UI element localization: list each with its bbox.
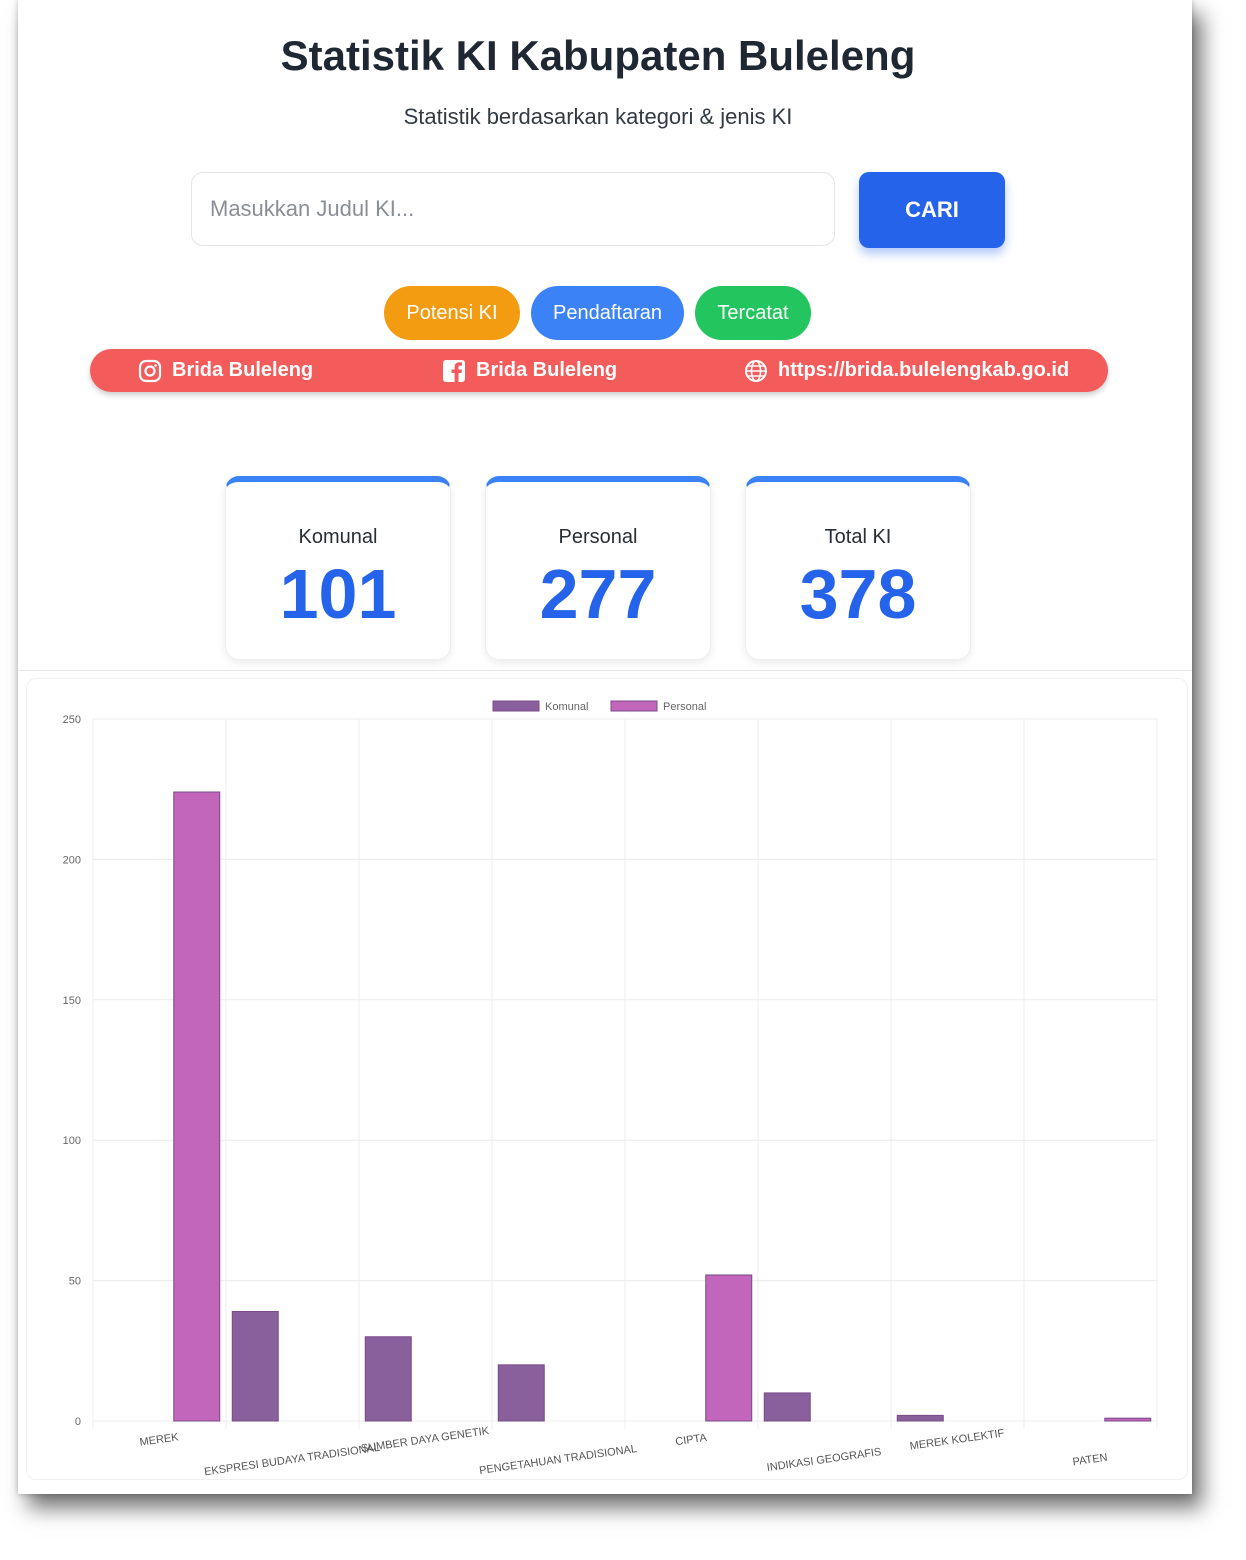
- globe-icon: [745, 359, 767, 382]
- page-subtitle: Statistik berdasarkan kategori & jenis K…: [403, 104, 793, 129]
- x-category-label: MEREK: [139, 1431, 180, 1448]
- chart-panel: 0 50 100 150 200 250 MEREK EKSPRESI BUDAYA TRAD…: [26, 678, 1188, 1480]
- website-label: https://brida.bulelengkab.go.id: [778, 359, 1070, 381]
- bar-personal: [1104, 1417, 1152, 1422]
- y-tick-label: 50: [69, 1276, 81, 1288]
- bar-komunal: [763, 1392, 811, 1422]
- filter-tercatat-button[interactable]: Tercatat: [695, 286, 811, 340]
- page-title: Statistik KI Kabupaten Buleleng: [280, 32, 916, 79]
- instagram-icon: [138, 359, 162, 382]
- stat-label: Total KI: [824, 526, 892, 548]
- website-link[interactable]: https://brida.bulelengkab.go.id: [744, 349, 1069, 392]
- bar-personal: [173, 791, 221, 1422]
- bar-komunal: [497, 1364, 545, 1422]
- stat-label: Komunal: [298, 526, 378, 548]
- facebook-link[interactable]: Brida Buleleng: [442, 349, 617, 392]
- x-category-label: PATEN: [1072, 1452, 1108, 1469]
- bar-personal: [705, 1274, 753, 1422]
- instagram-label: Brida Buleleng: [172, 359, 314, 381]
- y-tick-label: 250: [63, 714, 81, 726]
- y-tick-label: 150: [63, 995, 81, 1007]
- bar-komunal: [364, 1336, 412, 1422]
- search-input[interactable]: [191, 172, 835, 246]
- facebook-label: Brida Buleleng: [476, 359, 618, 381]
- page-card: Statistik KI Kabupaten Buleleng Statisti…: [18, 0, 1192, 1494]
- instagram-link[interactable]: Brida Buleleng: [138, 349, 313, 392]
- y-tick-label: 200: [63, 854, 81, 866]
- section-divider: [18, 670, 1192, 671]
- y-tick-label: 0: [75, 1416, 81, 1428]
- x-category-label: EKSPRESI BUDAYA TRADISIONAL: [203, 1442, 380, 1479]
- legend-label: Komunal: [545, 701, 588, 713]
- x-category-label: CIPTA: [675, 1432, 709, 1448]
- social-links-bar: Brida Buleleng Brida Buleleng https://br…: [90, 349, 1108, 392]
- legend-swatch-komunal: [492, 700, 540, 712]
- x-category-label: INDIKASI GEOGRAFIS: [766, 1446, 882, 1474]
- y-tick-label: 100: [63, 1135, 81, 1147]
- bar-komunal: [231, 1310, 279, 1422]
- stat-card-total: Total KI 378: [745, 476, 971, 660]
- filter-potensi-ki-button[interactable]: Potensi KI: [384, 286, 520, 340]
- stat-card-personal: Personal 277: [485, 476, 711, 660]
- x-category-label: PENGETAHUAN TRADISIONAL: [478, 1443, 637, 1477]
- stat-card-komunal: Komunal 101: [225, 476, 451, 660]
- stat-value: 378: [799, 555, 917, 633]
- stat-label: Personal: [558, 526, 638, 548]
- legend-label: Personal: [663, 701, 706, 713]
- bar-komunal: [896, 1414, 944, 1422]
- stat-value: 101: [279, 555, 397, 633]
- stat-value: 277: [539, 555, 657, 633]
- x-category-label: SUMBER DAYA GENETIK: [360, 1425, 490, 1455]
- search-button[interactable]: CARI: [859, 172, 1005, 248]
- facebook-icon: [443, 359, 465, 382]
- x-category-label: MEREK KOLEKTIF: [909, 1427, 1005, 1452]
- filter-pendaftaran-button[interactable]: Pendaftaran: [531, 286, 684, 340]
- legend-swatch-personal: [610, 700, 658, 712]
- bar-chart: 0 50 100 150 200 250 MEREK EKSPRESI BUDAYA TRAD…: [63, 700, 1158, 1479]
